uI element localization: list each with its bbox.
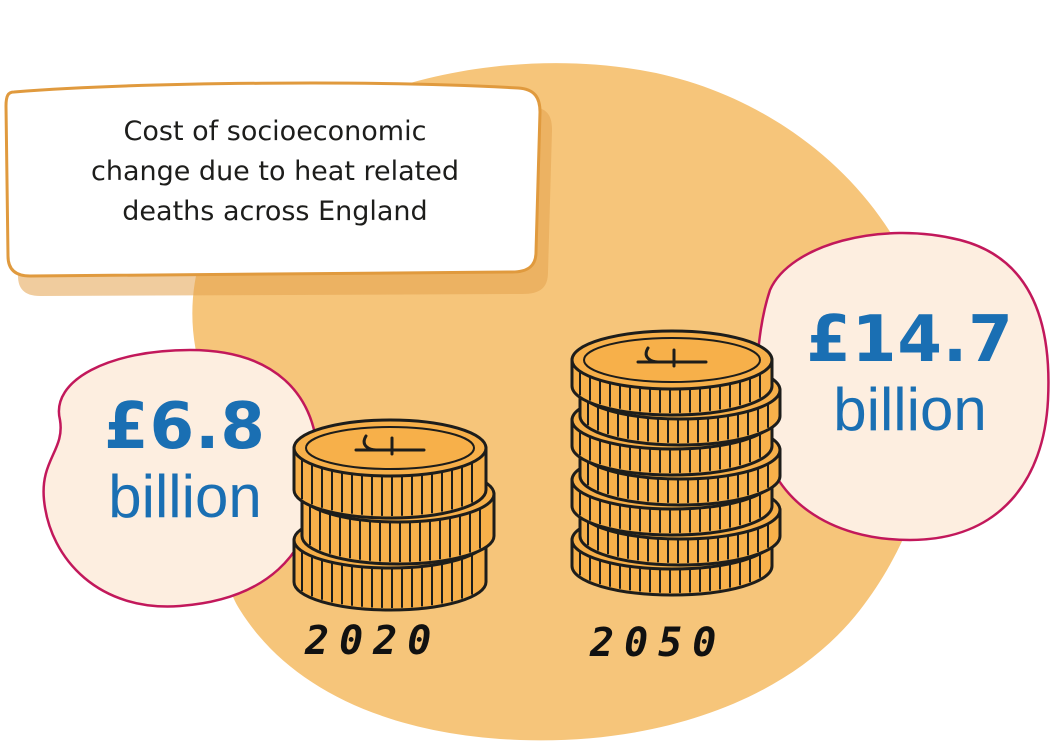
pound-coin-icon <box>305 426 475 470</box>
title-card <box>4 81 542 278</box>
amount-2050: £14.7 billion <box>790 300 1030 440</box>
year-label-2020: 2020 <box>305 618 442 664</box>
title-line-3: deaths across England <box>122 196 428 227</box>
amount-2020: £6.8 billion <box>70 392 300 532</box>
title-text: Cost of socioeconomic change due to heat… <box>30 112 520 232</box>
title-line-1: Cost of socioeconomic <box>123 116 427 147</box>
coin-stack-2020 <box>292 418 496 612</box>
pound-coin-icon <box>583 337 761 383</box>
amount-unit-2020: billion <box>108 463 262 530</box>
coin-stack-2050 <box>570 329 782 597</box>
coin <box>570 329 774 417</box>
year-label-2050: 2050 <box>590 620 727 666</box>
amount-value-2020: £6.8 <box>104 390 266 464</box>
title-line-2: change due to heat related <box>90 156 460 187</box>
amount-value-2050: £14.7 <box>806 303 1014 377</box>
amount-unit-2050: billion <box>833 376 987 443</box>
